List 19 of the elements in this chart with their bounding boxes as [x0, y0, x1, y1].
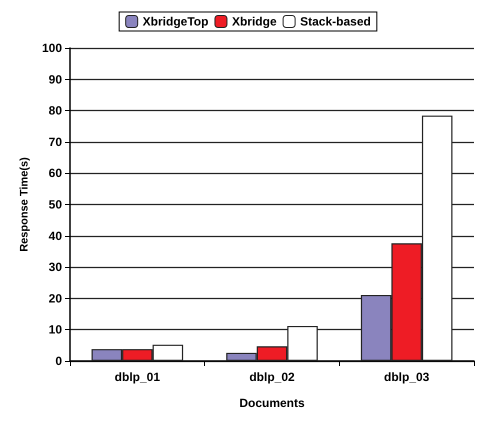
legend-label: XbridgeTop: [142, 14, 208, 28]
y-tick-label: 40: [48, 228, 62, 243]
x-tick-label: dblp_03: [384, 370, 430, 384]
y-tick-label: 80: [48, 104, 62, 118]
legend-label: Xbridge: [232, 14, 277, 28]
y-tick-label: 0: [55, 354, 62, 368]
y-tick-label: 60: [48, 166, 62, 180]
x-tick-label: dblp_02: [249, 370, 295, 384]
y-axis-title: Response Time(s): [18, 156, 30, 252]
y-tick-label: 30: [48, 260, 62, 274]
y-tick-label: 100: [42, 41, 62, 55]
x-tick-label: dblp_01: [114, 370, 160, 384]
y-tick-label: 10: [48, 322, 62, 337]
y-tick-label: 50: [48, 198, 62, 212]
y-tick-label: 70: [48, 134, 62, 149]
y-tick-label: 90: [48, 72, 62, 86]
legend-label: Stack-based: [300, 14, 371, 28]
x-axis-title: Documents: [239, 396, 305, 410]
y-tick-label: 20: [48, 291, 62, 306]
